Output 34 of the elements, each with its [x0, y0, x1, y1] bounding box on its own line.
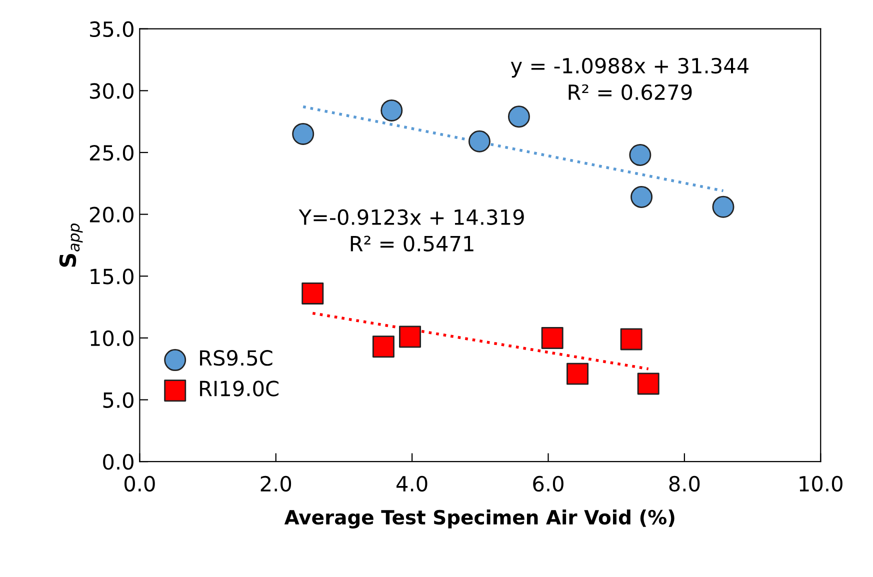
x-tick-label: 2.0 — [260, 476, 292, 492]
annotation: Y=-0.9123x + 14.319 R² = 0.5471 — [298, 209, 524, 252]
y-tick-label: 15.0 — [90, 268, 134, 284]
point — [372, 336, 394, 358]
y-tick-label: 20.0 — [90, 206, 134, 223]
y-tick-label: 25.0 — [90, 144, 134, 161]
x-tick-label: 4.0 — [396, 476, 428, 492]
point — [468, 130, 490, 152]
point — [620, 328, 642, 350]
point — [541, 326, 564, 349]
y-tick-label: 5.0 — [103, 392, 134, 408]
x-tick-label: 8.0 — [669, 476, 700, 492]
point — [292, 122, 314, 145]
point — [712, 196, 734, 218]
x-tick-label: 0.0 — [124, 476, 155, 492]
point — [399, 326, 422, 348]
point — [302, 282, 324, 304]
point — [629, 144, 652, 166]
y-tick-label: 0.0 — [103, 454, 134, 470]
legend-label: RS9.5C — [200, 350, 272, 366]
x-tick-label: 6.0 — [533, 476, 564, 492]
point — [380, 99, 403, 122]
y-tick-label: 30.0 — [90, 83, 134, 99]
y-axis-title: S$_{app}$ — [59, 224, 83, 267]
x-axis-title: Average Test Specimen Air Void (%) — [284, 510, 674, 529]
point — [630, 186, 653, 208]
y-tick-label: 10.0 — [90, 330, 134, 346]
legend-label: RI19.0C — [200, 380, 278, 396]
point — [566, 362, 589, 385]
y-tick-label: 35.0 — [90, 21, 134, 38]
x-tick-label: 10.0 — [800, 476, 842, 492]
annotation: y = -1.0988x + 31.344 R² = 0.6279 — [510, 58, 748, 100]
point — [508, 106, 530, 128]
point — [637, 372, 660, 395]
